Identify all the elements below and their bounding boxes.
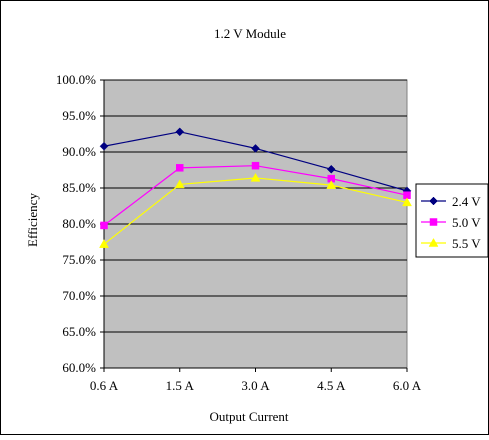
data-point [99,141,109,151]
data-point [176,164,184,172]
y-tick-label: 85.0% [62,180,96,195]
data-point [99,239,109,248]
legend-box [415,183,489,258]
data-point [250,172,261,182]
y-tick-label: 65.0% [62,324,96,339]
data-point [326,164,336,174]
x-tick-label: 0.6 A [90,378,119,393]
x-axis-title: Output Current [209,409,288,424]
y-axis-title: Efficiency [25,193,40,247]
x-tick-labels: 0.6 A 1.5 A 3.0 A 4.5 A 6.0 A [90,368,422,393]
series-2-4-V [99,127,412,196]
y-tick-labels: 60.0% 65.0% 70.0% 75.0% 80.0% 85.0% 90.0% 95.0%… [56,72,104,375]
y-tick-label: 95.0% [62,108,96,123]
legend-item: 2.4 V [421,194,481,209]
data-point [251,144,260,153]
data-point [402,197,412,207]
chart-title: 1.2 V Module [214,26,286,41]
x-tick-label: 1.5 A [166,378,195,393]
data-point [100,221,108,230]
y-tick-label: 100.0% [56,72,96,87]
legend-marker [429,196,438,206]
series-5-5-V [99,172,412,248]
data-point [326,180,337,189]
legend-marker [429,218,438,226]
legend: 2.4 V 5.0 V 5.5 V [415,183,489,258]
x-tick-label: 3.0 A [241,378,270,393]
legend-label: 2.4 V [452,194,481,209]
data-point [175,127,185,137]
legend-label: 5.0 V [452,215,481,230]
legend-item: 5.0 V [421,215,481,230]
data-point [251,161,260,170]
data-point [174,179,185,189]
y-tick-label: 80.0% [62,216,96,231]
y-tick-label: 75.0% [62,252,96,267]
series-group [99,127,412,248]
y-tick-label: 90.0% [62,144,96,159]
y-tick-label: 70.0% [62,288,96,303]
legend-item: 5.5 V [421,236,481,251]
legend-marker [428,237,439,247]
y-tick-label: 60.0% [62,360,96,375]
x-tick-label: 6.0 A [393,378,422,393]
x-tick-label: 4.5 A [317,378,346,393]
series-5-0-V [100,161,411,230]
legend-label: 5.5 V [452,236,481,251]
